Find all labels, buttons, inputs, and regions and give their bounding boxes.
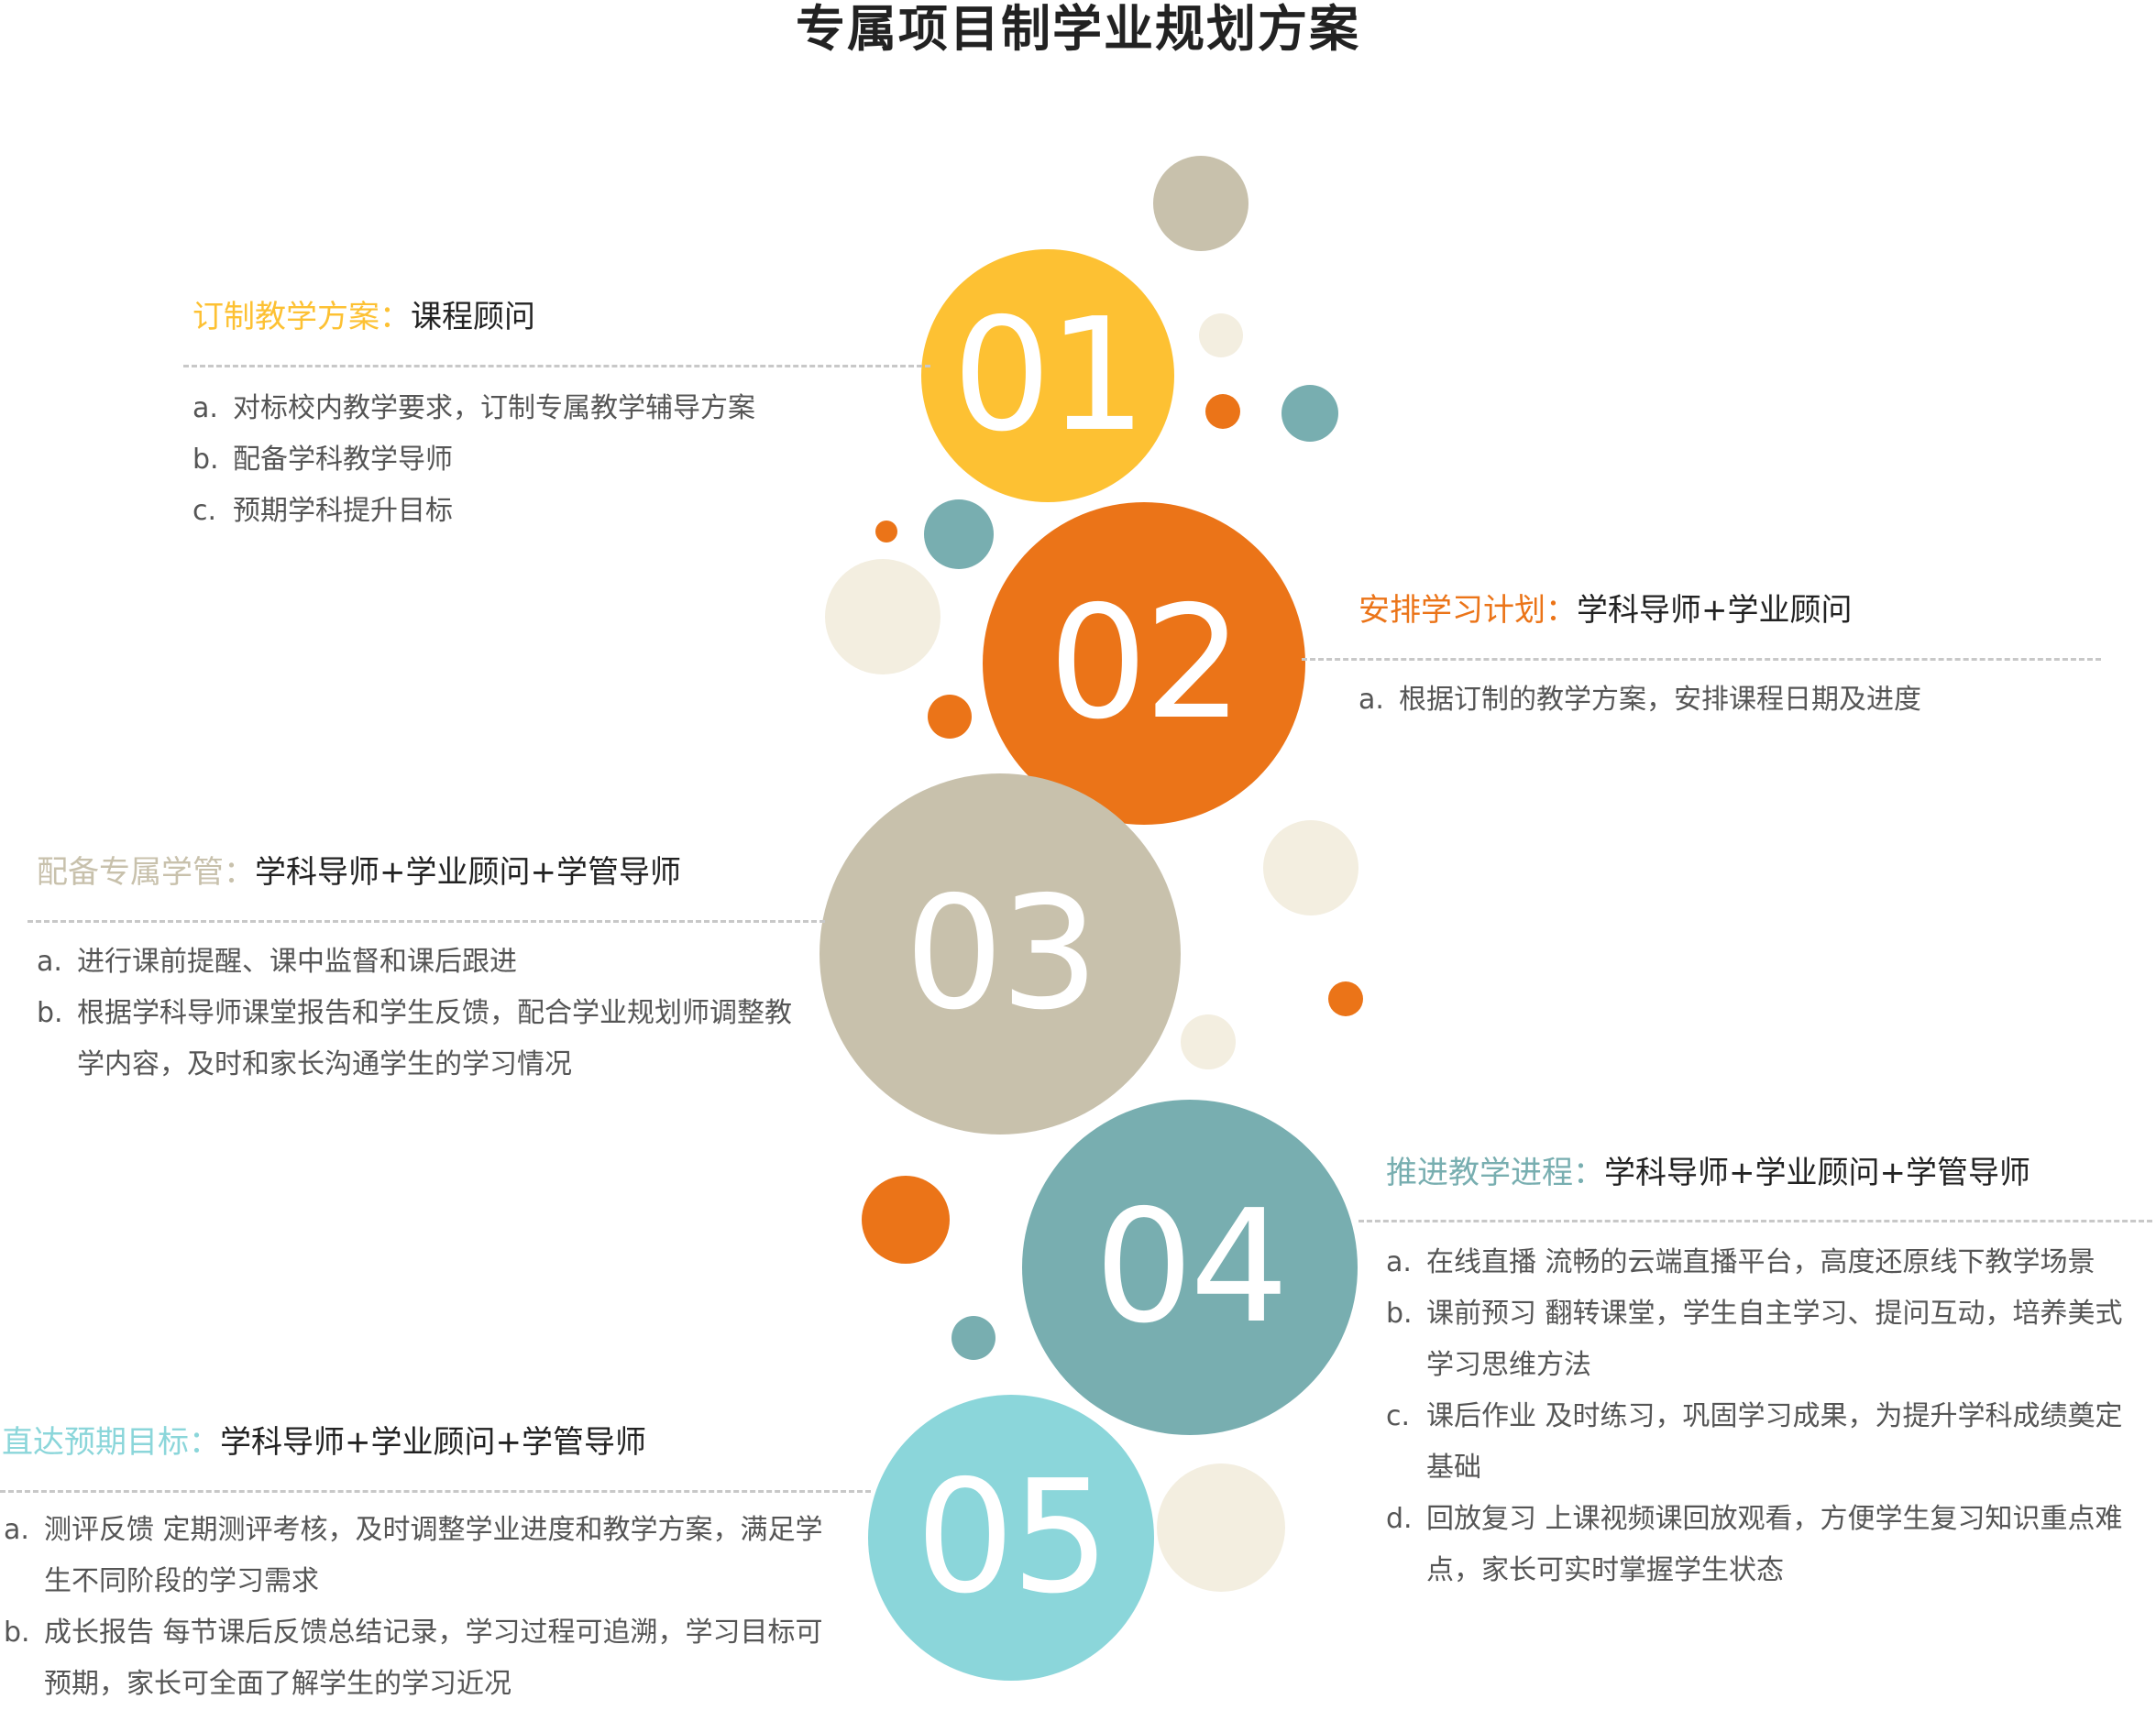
- decor-circle: [875, 521, 897, 543]
- step-number-03: 03: [820, 773, 1181, 1135]
- step-number-02: 02: [983, 502, 1305, 825]
- item-text: 配备学科教学导师: [233, 444, 453, 476]
- decor-circle: [825, 559, 940, 674]
- decor-circle: [1181, 1014, 1236, 1069]
- step-05-divider: [0, 1490, 871, 1493]
- decor-circle: [1199, 313, 1243, 357]
- step-05-key: 直达预期目标：: [2, 1424, 220, 1461]
- item-text: 根据订制的教学方案，安排课程日期及进度: [1399, 684, 1921, 716]
- item-text: 测评反馈 定期测评考核，及时调整学业进度和教学方案，满足学生不同阶段的学习需求: [44, 1514, 823, 1597]
- step-number-05: 05: [868, 1395, 1154, 1681]
- list-item: b. 课前预习 翻转课堂，学生自主学习、提问互动，培养美式学习思维方法: [1386, 1288, 2147, 1391]
- decor-circle: [1153, 156, 1248, 251]
- item-mark: a.: [37, 946, 62, 978]
- step-number-01: 01: [921, 249, 1174, 502]
- item-mark: b.: [1386, 1298, 1413, 1330]
- step-04-value: 学科导师+学业顾问+学管导师: [1604, 1155, 2030, 1191]
- list-item: b. 配备学科教学导师: [192, 434, 908, 486]
- decor-circle: [952, 1316, 996, 1360]
- step-03-key: 配备专属学管：: [37, 854, 255, 891]
- list-item: a. 测评反馈 定期测评考核，及时调整学业进度和教学方案，满足学生不同阶段的学习需…: [4, 1505, 847, 1607]
- step-05-list: a. 测评反馈 定期测评考核，及时调整学业进度和教学方案，满足学生不同阶段的学习需…: [4, 1505, 847, 1710]
- item-mark: c.: [192, 495, 217, 527]
- item-mark: b.: [37, 997, 63, 1029]
- step-04-key: 推进教学进程：: [1386, 1155, 1604, 1191]
- item-text: 课后作业 及时练习，巩固学习成果，为提升学科成绩奠定基础: [1426, 1400, 2123, 1484]
- decor-circle: [1263, 820, 1358, 915]
- list-item: a. 对标校内教学要求，订制专属教学辅导方案: [192, 383, 908, 434]
- step-05-value: 学科导师+学业顾问+学管导师: [220, 1424, 646, 1461]
- decor-circle: [1157, 1463, 1285, 1592]
- item-mark: a.: [1358, 684, 1384, 716]
- item-mark: d.: [1386, 1503, 1413, 1535]
- decor-circle: [928, 695, 972, 739]
- item-mark: c.: [1386, 1400, 1411, 1432]
- item-mark: a.: [4, 1514, 29, 1546]
- list-item: a. 根据订制的教学方案，安排课程日期及进度: [1358, 674, 2110, 726]
- item-text: 成长报告 每节课后反馈总结记录，学习过程可追溯，学习目标可预期，家长可全面了解学…: [44, 1617, 823, 1700]
- item-text: 预期学科提升目标: [233, 495, 453, 527]
- item-text: 课前预习 翻转课堂，学生自主学习、提问互动，培养美式学习思维方法: [1426, 1298, 2123, 1381]
- page-title: 专属项目制学业规划方案: [796, 0, 1360, 58]
- list-item: b. 根据学科导师课堂报告和学生反馈，配合学业规划师调整教学内容，及时和家长沟通学…: [37, 988, 798, 1091]
- step-02-list: a. 根据订制的教学方案，安排课程日期及进度: [1358, 674, 2110, 726]
- step-04-list: a. 在线直播 流畅的云端直播平台，高度还原线下教学场景 b. 课前预习 翻转课堂，…: [1386, 1237, 2147, 1596]
- decor-circle: [1328, 981, 1363, 1016]
- step-04-heading: 推进教学进程：学科导师+学业顾问+学管导师: [1386, 1153, 2030, 1193]
- item-text: 进行课前提醒、课中监督和课后跟进: [77, 946, 517, 978]
- step-01-divider: [183, 365, 930, 367]
- list-item: c. 课后作业 及时练习，巩固学习成果，为提升学科成绩奠定基础: [1386, 1391, 2147, 1494]
- step-02-divider: [1302, 658, 2101, 661]
- item-mark: b.: [4, 1617, 30, 1649]
- decor-circle: [1282, 385, 1338, 442]
- step-02-value: 学科导师+学业顾问: [1577, 592, 1853, 629]
- list-item: a. 在线直播 流畅的云端直播平台，高度还原线下教学场景: [1386, 1237, 2147, 1288]
- step-01-list: a. 对标校内教学要求，订制专属教学辅导方案 b. 配备学科教学导师 c. 预期学科提…: [192, 383, 908, 537]
- item-text: 回放复习 上课视频课回放观看，方便学生复习知识重点难点，家长可实时掌握学生状态: [1426, 1503, 2123, 1586]
- decor-circle: [862, 1176, 950, 1264]
- decor-circle: [1205, 394, 1240, 429]
- step-01-heading: 订制教学方案：课程顾问: [192, 297, 535, 337]
- item-text: 对标校内教学要求，订制专属教学辅导方案: [233, 392, 755, 424]
- step-03-heading: 配备专属学管：学科导师+学业顾问+学管导师: [37, 852, 681, 893]
- step-01-value: 课程顾问: [411, 299, 535, 335]
- list-item: b. 成长报告 每节课后反馈总结记录，学习过程可追溯，学习目标可预期，家长可全面了…: [4, 1607, 847, 1710]
- step-03-divider: [28, 920, 825, 923]
- item-mark: a.: [1386, 1246, 1412, 1278]
- step-02-key: 安排学习计划：: [1358, 592, 1577, 629]
- decor-circle: [924, 499, 994, 569]
- item-mark: a.: [192, 392, 218, 424]
- step-number-04: 04: [1022, 1100, 1358, 1435]
- list-item: c. 预期学科提升目标: [192, 486, 908, 537]
- item-mark: b.: [192, 444, 219, 476]
- step-01-key: 订制教学方案：: [192, 299, 411, 335]
- step-02-heading: 安排学习计划：学科导师+学业顾问: [1358, 590, 1853, 630]
- list-item: a. 进行课前提醒、课中监督和课后跟进: [37, 937, 798, 988]
- step-05-heading: 直达预期目标：学科导师+学业顾问+学管导师: [2, 1422, 646, 1463]
- item-text: 根据学科导师课堂报告和学生反馈，配合学业规划师调整教学内容，及时和家长沟通学生的…: [77, 997, 792, 1080]
- step-03-value: 学科导师+学业顾问+学管导师: [255, 854, 681, 891]
- list-item: d. 回放复习 上课视频课回放观看，方便学生复习知识重点难点，家长可实时掌握学生状…: [1386, 1494, 2147, 1596]
- item-text: 在线直播 流畅的云端直播平台，高度还原线下教学场景: [1426, 1246, 2096, 1278]
- step-04-divider: [1358, 1220, 2152, 1222]
- step-03-list: a. 进行课前提醒、课中监督和课后跟进 b. 根据学科导师课堂报告和学生反馈，配合学…: [37, 937, 798, 1091]
